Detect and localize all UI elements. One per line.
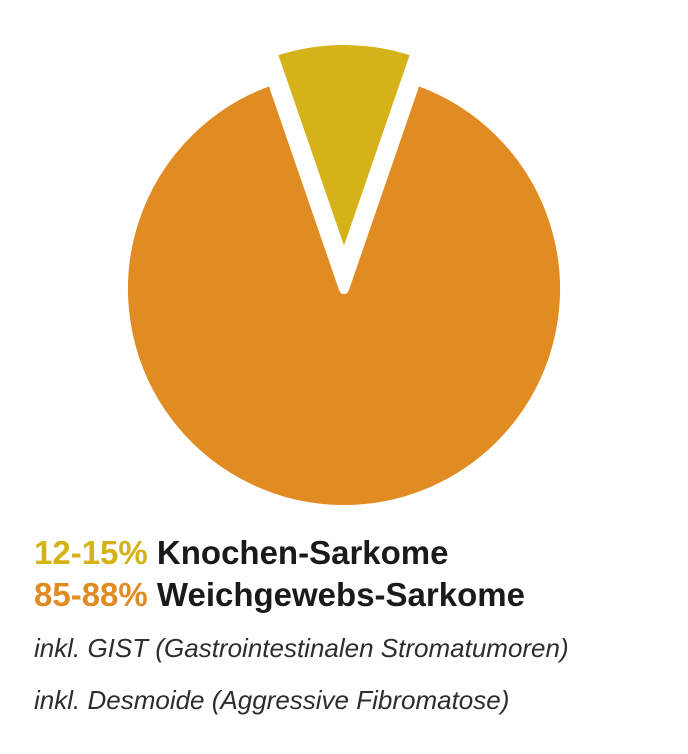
legend-percent-2: 85-88%: [34, 576, 148, 613]
legend-label-2: Weichgewebs-Sarkome: [157, 576, 525, 613]
pie-chart: [59, 0, 629, 530]
legend-line-2: 85-88% Weichgewebs-Sarkome: [34, 574, 569, 616]
legend-line-1: 12-15% Knochen-Sarkome: [34, 532, 569, 574]
legend-sub-2: inkl. Desmoide (Aggressive Fibromatose): [34, 684, 569, 717]
legend-sub-1: inkl. GIST (Gastrointestinalen Stromatum…: [34, 632, 569, 665]
legend-label-1: Knochen-Sarkome: [157, 534, 449, 571]
legend: 12-15% Knochen-Sarkome 85-88% Weichgeweb…: [34, 532, 569, 717]
legend-percent-1: 12-15%: [34, 534, 148, 571]
figure: 12-15% Knochen-Sarkome 85-88% Weichgeweb…: [0, 0, 688, 754]
pie-chart-container: [0, 0, 688, 535]
